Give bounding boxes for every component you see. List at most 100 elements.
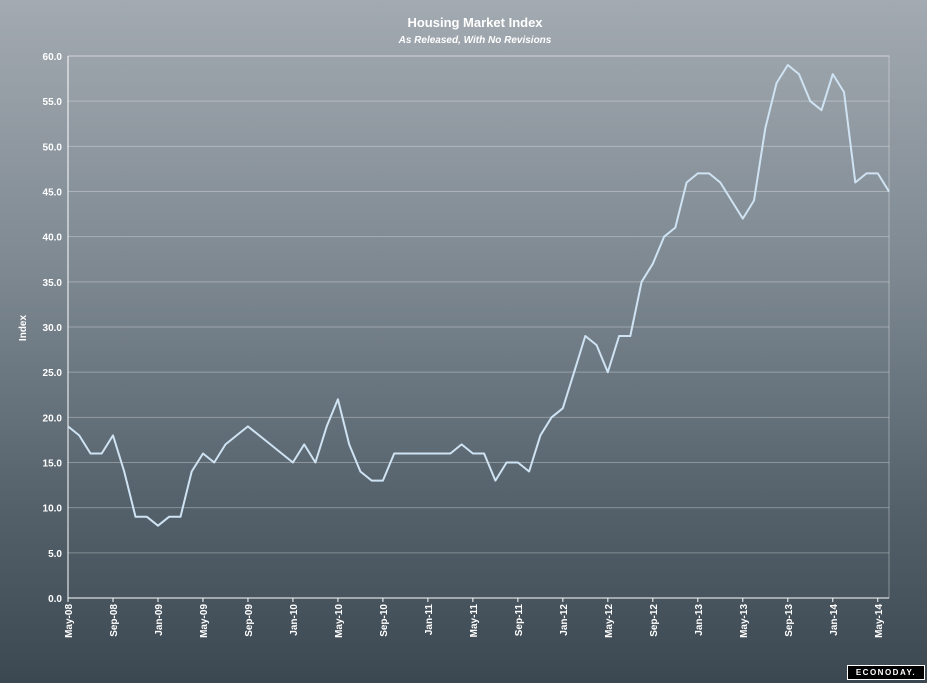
x-tick-label: May-13: [739, 604, 750, 638]
data-point: [539, 434, 541, 436]
data-point: [191, 471, 193, 473]
data-point: [438, 452, 440, 454]
data-point: [404, 452, 406, 454]
y-axis-label: Index: [18, 315, 29, 342]
x-tick-label: May-10: [334, 604, 345, 638]
series-line: [67, 64, 890, 527]
data-point: [281, 452, 283, 454]
data-point: [776, 82, 778, 84]
data-point: [787, 64, 789, 66]
x-tick-label: Jan-11: [424, 604, 435, 636]
data-point: [146, 516, 148, 518]
data-point: [551, 416, 553, 418]
y-tick-label: 15.0: [43, 459, 63, 470]
data-point: [494, 480, 496, 482]
data-point: [292, 462, 294, 464]
x-tick-label: Sep-08: [109, 604, 120, 637]
x-tick-label: May-14: [874, 604, 885, 638]
data-point: [877, 172, 879, 174]
x-tick-label: Jan-12: [559, 604, 570, 636]
data-point: [742, 218, 744, 220]
data-point: [719, 181, 721, 183]
data-point: [483, 452, 485, 454]
data-point: [461, 443, 463, 445]
data-point: [843, 91, 845, 93]
data-point: [618, 335, 620, 337]
y-tick-label: 25.0: [43, 368, 63, 379]
data-point: [708, 172, 710, 174]
data-point: [236, 434, 238, 436]
data-point: [134, 516, 136, 518]
data-point: [314, 462, 316, 464]
data-point: [427, 452, 429, 454]
y-tick-label: 30.0: [43, 323, 63, 334]
data-point: [663, 236, 665, 238]
y-tick-label: 50.0: [43, 142, 63, 153]
data-point: [416, 452, 418, 454]
data-point: [89, 452, 91, 454]
data-point: [753, 200, 755, 202]
data-point: [731, 200, 733, 202]
y-tick-label: 5.0: [48, 549, 62, 560]
x-tick-label: Jan-14: [829, 604, 840, 636]
data-point: [641, 281, 643, 283]
data-point: [101, 452, 103, 454]
data-point: [213, 462, 215, 464]
econoday-logo: ECONODAY.: [847, 665, 925, 680]
data-point: [337, 398, 339, 400]
data-point: [348, 443, 350, 445]
data-point: [78, 434, 80, 436]
data-point: [697, 172, 699, 174]
data-point: [382, 480, 384, 482]
data-point: [888, 191, 890, 193]
x-tick-label: Sep-13: [784, 604, 795, 637]
x-tick-label: Sep-11: [514, 604, 525, 637]
data-point: [832, 73, 834, 75]
x-tick-label: Jan-10: [289, 604, 300, 636]
data-point: [517, 462, 519, 464]
data-point: [607, 371, 609, 373]
data-point: [359, 471, 361, 473]
data-point: [67, 425, 69, 427]
y-tick-label: 40.0: [43, 233, 63, 244]
data-point: [686, 181, 688, 183]
x-tick-label: Sep-12: [649, 604, 660, 637]
chart-subtitle: As Released, With No Revisions: [398, 35, 552, 46]
x-tick-label: Sep-10: [379, 604, 390, 637]
x-tick-label: May-11: [469, 604, 480, 638]
data-point: [562, 407, 564, 409]
x-tick-label: Jan-09: [154, 604, 165, 636]
plot-area: 0.0 5.0 10.0 15.0 20.0 25.0 30.0 35.0 40.0 45.0 50…: [43, 52, 890, 638]
y-tick-label: 20.0: [43, 413, 63, 424]
y-tick-label: 35.0: [43, 278, 63, 289]
data-point: [809, 100, 811, 102]
data-point: [798, 73, 800, 75]
data-point: [449, 452, 451, 454]
data-point: [157, 525, 159, 527]
data-point: [326, 425, 328, 427]
data-point: [371, 480, 373, 482]
data-point: [573, 371, 575, 373]
y-tick-label: 60.0: [43, 52, 63, 63]
y-tick-label: 45.0: [43, 188, 63, 199]
x-tick-label: Jan-13: [694, 604, 705, 636]
x-tick-label: May-08: [64, 604, 75, 638]
y-tick-label: 10.0: [43, 504, 63, 515]
data-point: [472, 452, 474, 454]
data-point: [506, 462, 508, 464]
chart-title: Housing Market Index: [407, 15, 543, 30]
data-point: [821, 109, 823, 111]
data-point: [224, 443, 226, 445]
y-tick-label: 0.0: [48, 594, 62, 605]
data-point: [584, 335, 586, 337]
x-tick-label: Sep-09: [244, 604, 255, 637]
data-point: [179, 516, 181, 518]
data-point: [303, 443, 305, 445]
data-point: [112, 434, 114, 436]
x-tick-label: May-12: [604, 604, 615, 638]
data-point: [202, 452, 204, 454]
data-point: [393, 452, 395, 454]
x-tick-label: May-09: [199, 604, 210, 638]
data-point: [596, 344, 598, 346]
